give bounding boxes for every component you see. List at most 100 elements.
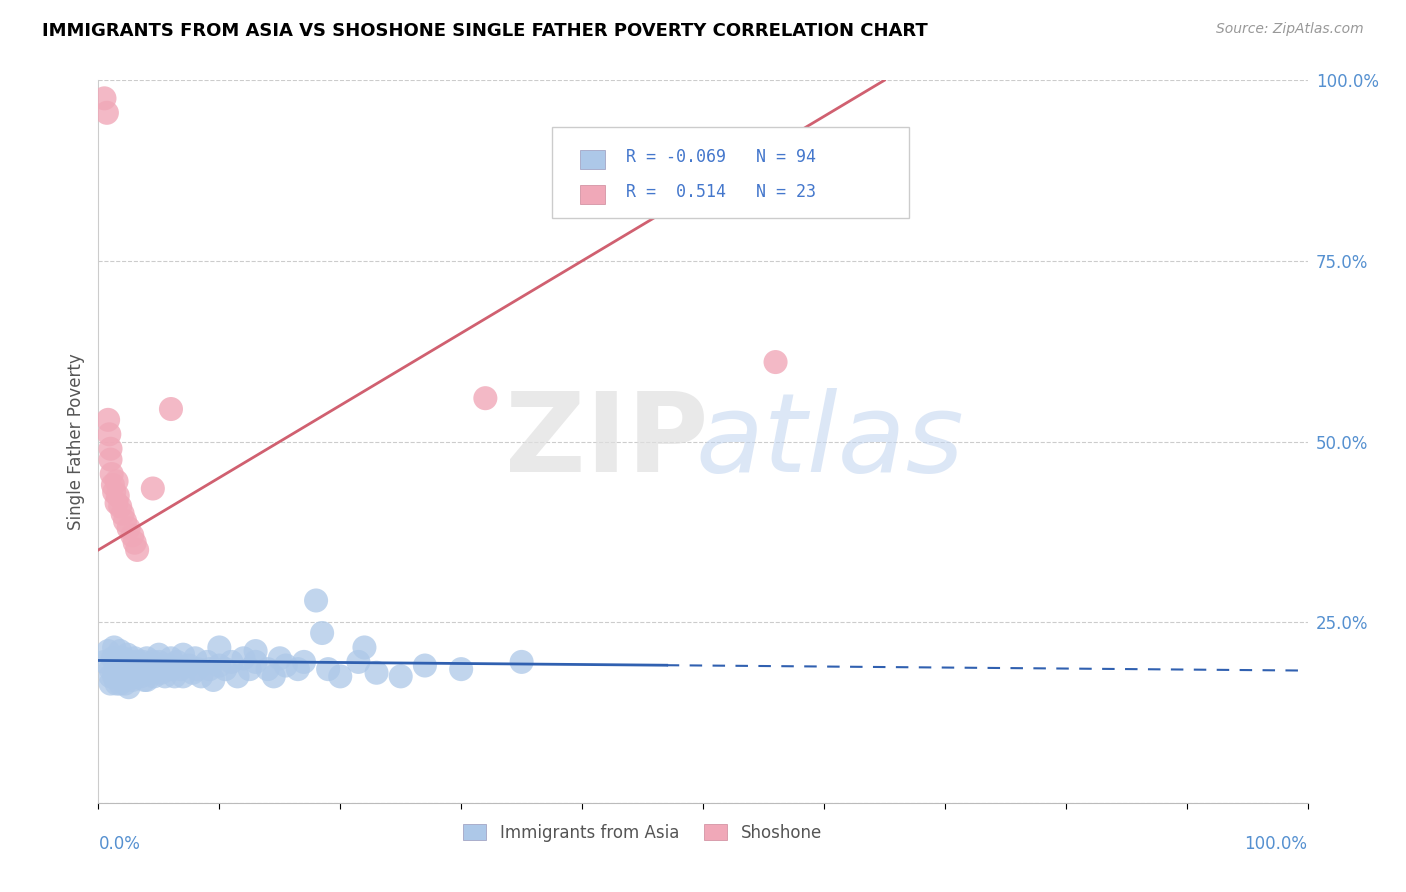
Point <box>111 507 134 521</box>
Point <box>181 665 204 680</box>
Text: ZIP: ZIP <box>505 388 709 495</box>
Point <box>221 655 243 669</box>
Point <box>121 673 143 687</box>
Point <box>366 665 388 680</box>
Y-axis label: Single Father Poverty: Single Father Poverty <box>66 353 84 530</box>
Point <box>100 676 122 690</box>
Point <box>125 669 148 683</box>
Point <box>132 655 155 669</box>
Point <box>305 593 328 607</box>
Point <box>208 640 231 655</box>
Point <box>100 662 122 676</box>
Point <box>160 402 183 417</box>
Point <box>765 355 787 369</box>
Point <box>139 665 162 680</box>
Bar <box>579 151 605 169</box>
Point <box>134 673 156 687</box>
Point <box>179 658 201 673</box>
Point <box>245 644 267 658</box>
Point <box>143 669 166 683</box>
Point <box>107 655 129 669</box>
Text: R = -0.069   N = 94: R = -0.069 N = 94 <box>626 148 815 166</box>
Point <box>190 669 212 683</box>
Point <box>121 528 143 542</box>
Point <box>118 655 141 669</box>
Point <box>226 669 249 683</box>
Point <box>232 651 254 665</box>
Point <box>184 651 207 665</box>
Text: 0.0%: 0.0% <box>98 835 141 854</box>
Point <box>108 676 131 690</box>
Point <box>329 669 352 683</box>
Point <box>198 662 221 676</box>
Point <box>316 662 339 676</box>
Point <box>111 651 134 665</box>
Point <box>148 648 170 662</box>
Point <box>311 626 333 640</box>
Point <box>111 665 134 680</box>
Point <box>105 676 128 690</box>
Point <box>118 662 141 676</box>
Point <box>105 662 128 676</box>
Point <box>353 640 375 655</box>
Point <box>101 651 124 665</box>
Point <box>114 514 136 528</box>
Point <box>108 644 131 658</box>
Point <box>93 91 115 105</box>
Point <box>124 535 146 549</box>
Point <box>135 662 157 676</box>
Point <box>142 482 165 496</box>
Point <box>108 669 131 683</box>
Point <box>135 651 157 665</box>
Point <box>124 662 146 676</box>
Point <box>103 640 125 655</box>
Point <box>97 413 120 427</box>
Point <box>160 662 183 676</box>
Point <box>128 658 150 673</box>
Point <box>292 655 315 669</box>
Point <box>347 655 370 669</box>
FancyBboxPatch shape <box>551 128 908 218</box>
Point <box>100 452 122 467</box>
Point <box>413 658 436 673</box>
Point <box>98 427 121 442</box>
Legend: Immigrants from Asia, Shoshone: Immigrants from Asia, Shoshone <box>457 817 828 848</box>
Point <box>100 669 122 683</box>
Point <box>110 662 132 676</box>
Point <box>115 662 138 676</box>
Point <box>93 655 115 669</box>
Point <box>389 669 412 683</box>
Point <box>163 669 186 683</box>
Point <box>145 662 167 676</box>
Point <box>114 676 136 690</box>
Point <box>118 680 141 694</box>
Point <box>96 105 118 120</box>
Point <box>195 655 218 669</box>
Text: R =  0.514   N = 23: R = 0.514 N = 23 <box>626 183 815 201</box>
Point <box>202 673 225 687</box>
Point <box>121 662 143 676</box>
Point <box>105 496 128 510</box>
Point <box>131 662 153 676</box>
Point <box>100 442 122 456</box>
Point <box>120 669 142 683</box>
Point <box>172 669 194 683</box>
Point <box>142 655 165 669</box>
Point <box>269 651 291 665</box>
Point <box>127 542 149 557</box>
Point <box>274 658 297 673</box>
Point <box>138 658 160 673</box>
Point <box>172 648 194 662</box>
Point <box>105 655 128 669</box>
Point <box>160 651 183 665</box>
Point <box>127 655 149 669</box>
Point <box>450 662 472 676</box>
Point <box>245 655 267 669</box>
Point <box>135 673 157 687</box>
Text: Source: ZipAtlas.com: Source: ZipAtlas.com <box>1216 22 1364 37</box>
Point <box>129 669 152 683</box>
Point <box>166 655 188 669</box>
Point <box>214 662 236 676</box>
Point <box>474 391 496 405</box>
Point <box>105 475 128 489</box>
